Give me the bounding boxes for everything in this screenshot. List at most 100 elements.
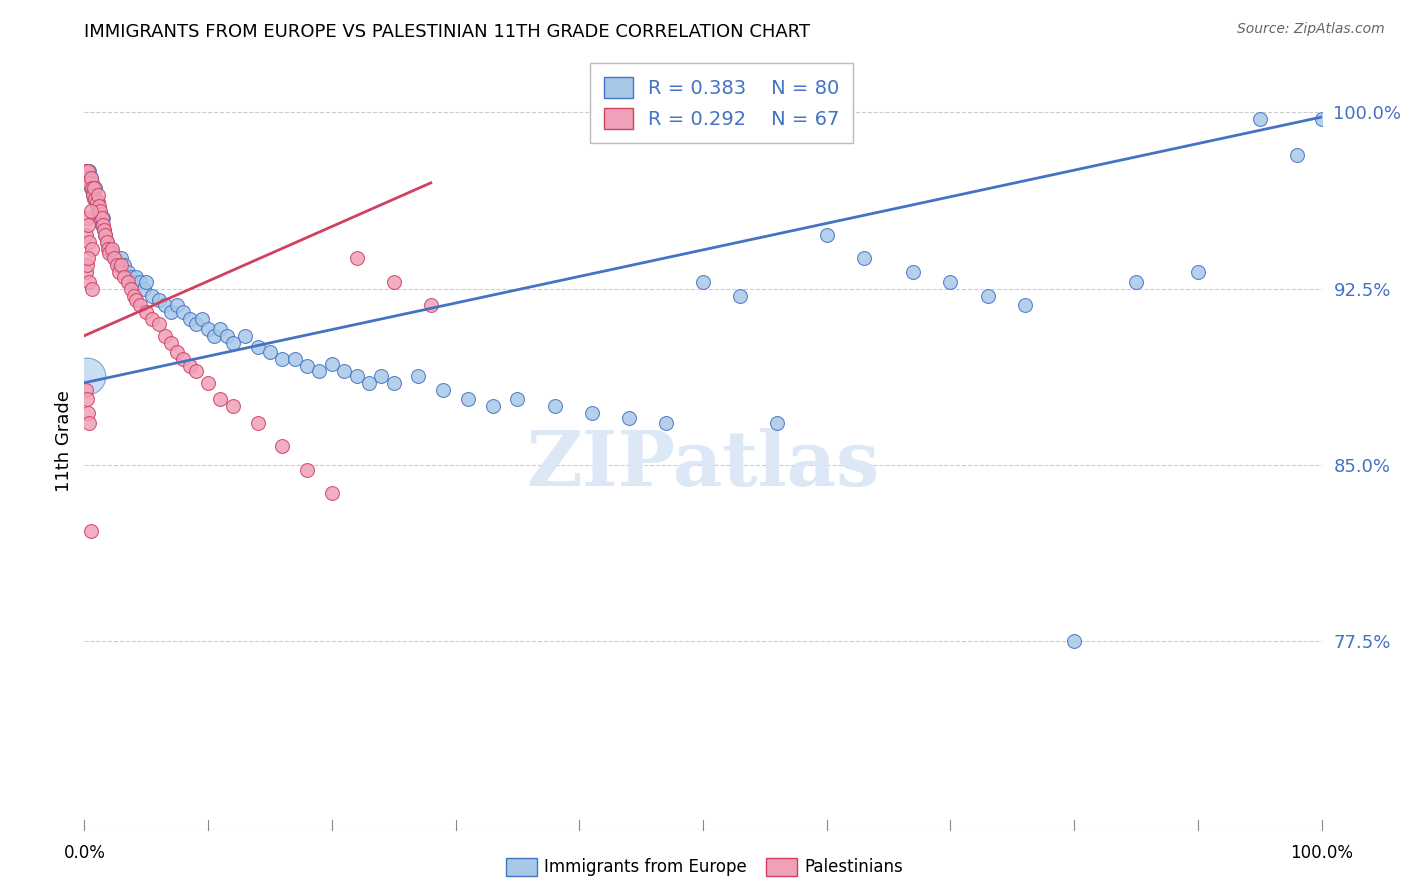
Point <box>191 312 214 326</box>
Legend: R = 0.383    N = 80, R = 0.292    N = 67: R = 0.383 N = 80, R = 0.292 N = 67 <box>591 63 853 143</box>
Point <box>184 364 207 378</box>
Point <box>79 171 101 186</box>
Point <box>80 282 103 296</box>
Point <box>117 265 139 279</box>
Point <box>321 357 343 371</box>
Point <box>75 164 97 178</box>
Point <box>1125 275 1147 289</box>
Point <box>1014 298 1036 312</box>
Point <box>419 298 441 312</box>
Point <box>259 345 281 359</box>
Text: IMMIGRANTS FROM EUROPE VS PALESTINIAN 11TH GRADE CORRELATION CHART: IMMIGRANTS FROM EUROPE VS PALESTINIAN 11… <box>84 23 810 41</box>
Point <box>93 223 115 237</box>
Point <box>83 180 105 194</box>
Point <box>153 298 176 312</box>
Point <box>75 227 97 242</box>
Point <box>129 275 152 289</box>
Point <box>79 176 101 190</box>
Point <box>370 368 392 383</box>
Point <box>939 275 962 289</box>
Point <box>246 341 269 355</box>
Point <box>104 251 127 265</box>
Point <box>202 328 225 343</box>
Point <box>184 317 207 331</box>
Point <box>79 164 101 178</box>
Point <box>382 275 405 289</box>
Point <box>84 192 107 206</box>
Point <box>89 204 111 219</box>
Point <box>75 265 97 279</box>
Point <box>79 524 101 538</box>
Point <box>77 218 100 232</box>
Point <box>222 399 245 413</box>
Point <box>110 251 132 265</box>
Point <box>98 246 121 260</box>
Point <box>172 352 194 367</box>
Point <box>357 376 380 390</box>
Point <box>141 289 163 303</box>
Point <box>153 328 176 343</box>
Point <box>481 399 503 413</box>
Point <box>103 251 125 265</box>
Point <box>209 321 232 335</box>
Point <box>82 187 104 202</box>
Point <box>76 368 98 383</box>
Text: Palestinians: Palestinians <box>804 858 903 876</box>
Point <box>82 187 104 202</box>
Point <box>271 352 294 367</box>
Point <box>852 251 875 265</box>
Point <box>1187 265 1209 279</box>
Point <box>100 242 122 256</box>
Point <box>87 187 110 202</box>
Point <box>321 486 343 500</box>
Point <box>815 227 838 242</box>
Point <box>84 180 107 194</box>
Point <box>179 359 201 374</box>
Point <box>94 227 117 242</box>
Point <box>77 251 100 265</box>
Point <box>333 364 356 378</box>
Point <box>77 164 100 178</box>
Point <box>125 269 148 284</box>
Point <box>1310 112 1333 127</box>
Point <box>79 180 101 194</box>
Point <box>76 176 98 190</box>
Point <box>86 194 108 209</box>
Point <box>86 199 108 213</box>
Point <box>108 265 131 279</box>
Point <box>903 265 925 279</box>
Text: 0.0%: 0.0% <box>63 844 105 862</box>
Point <box>93 223 115 237</box>
Point <box>76 211 98 226</box>
Point <box>98 242 121 256</box>
Point <box>295 359 318 374</box>
Point <box>160 335 183 350</box>
Point <box>271 439 294 453</box>
Point <box>96 235 118 249</box>
Point <box>148 317 170 331</box>
Point <box>91 218 114 232</box>
Point <box>120 282 142 296</box>
Point <box>87 194 110 209</box>
Text: Immigrants from Europe: Immigrants from Europe <box>544 858 747 876</box>
Y-axis label: 11th Grade: 11th Grade <box>55 391 73 492</box>
Point <box>506 392 529 407</box>
Point <box>166 345 188 359</box>
Point <box>692 275 714 289</box>
Point <box>148 293 170 308</box>
Point <box>79 204 101 219</box>
Point <box>77 406 100 420</box>
Point <box>105 258 128 272</box>
Point <box>1285 147 1308 161</box>
Point <box>108 258 131 272</box>
Point <box>89 204 111 219</box>
Point <box>246 416 269 430</box>
Point <box>284 352 307 367</box>
Point <box>457 392 479 407</box>
Point <box>728 289 751 303</box>
Point <box>209 392 232 407</box>
Point <box>1249 112 1271 127</box>
Point <box>89 211 111 226</box>
Point <box>110 258 132 272</box>
Point <box>222 335 245 350</box>
